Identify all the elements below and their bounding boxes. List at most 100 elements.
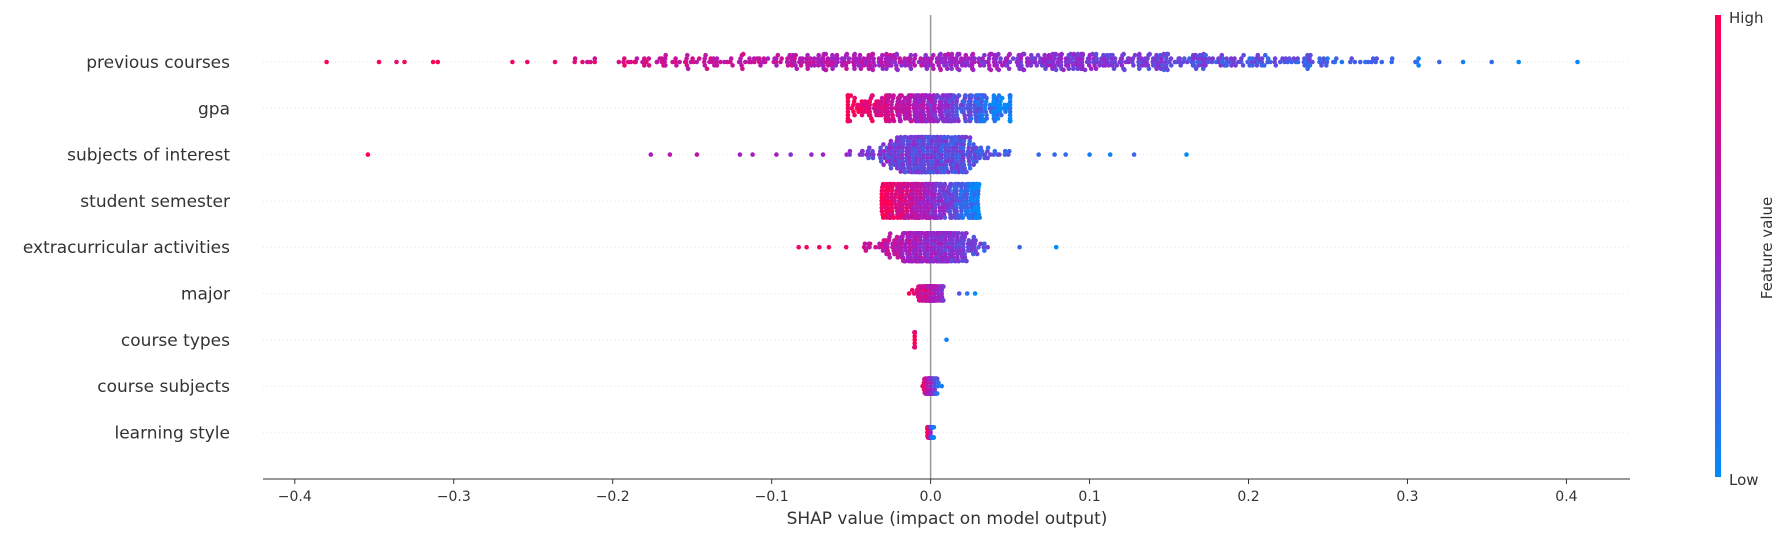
feature-label: major: [181, 285, 230, 305]
shap-dot: [1087, 152, 1092, 157]
shap-dot: [1265, 56, 1271, 61]
shap-dot: [1196, 63, 1201, 68]
shap-dot: [939, 155, 944, 161]
shap-dot: [894, 165, 900, 171]
shap-dot: [929, 109, 934, 114]
shap-dot: [1339, 59, 1345, 65]
shap-dot: [933, 142, 938, 147]
shap-dot: [967, 135, 973, 140]
shap-dot: [943, 251, 948, 257]
shap-dot: [964, 198, 969, 204]
shap-dot: [939, 234, 945, 240]
shap-dot: [975, 202, 981, 207]
shap-dot: [903, 102, 909, 108]
shap-dot: [857, 52, 863, 58]
shap-dot: [907, 138, 913, 144]
shap-dot: [871, 56, 876, 61]
shap-dot: [922, 208, 927, 214]
shap-dot: [897, 202, 902, 207]
shap-dot: [365, 152, 371, 157]
shap-dot: [921, 109, 926, 114]
shap-dot: [932, 287, 937, 293]
shap-dot: [1086, 63, 1092, 68]
shap-dot: [915, 138, 920, 144]
shap-dot: [964, 169, 969, 175]
shap-dot: [982, 248, 987, 253]
shap-dot: [954, 251, 960, 257]
shap-dot: [892, 148, 898, 154]
shap-dot: [918, 294, 923, 300]
shap-dot: [1028, 56, 1034, 61]
shap-dot: [1201, 66, 1206, 72]
shap-dot: [897, 142, 903, 147]
shap-dot: [1052, 63, 1058, 68]
shap-dot: [1112, 59, 1117, 65]
shap-dot: [1058, 59, 1064, 65]
shap-dot: [956, 67, 962, 73]
shap-dot: [820, 56, 826, 61]
shap-dot: [937, 142, 942, 147]
shap-dot: [917, 148, 923, 154]
shap-dot: [922, 205, 927, 210]
shap-dot: [900, 159, 906, 164]
feature-label: student semester: [80, 192, 230, 212]
shap-dot: [967, 165, 973, 171]
shap-dot: [885, 99, 891, 104]
shap-dot: [947, 142, 952, 147]
shap-dot: [1059, 51, 1064, 57]
shap-dot: [921, 287, 927, 293]
shap-dot: [910, 195, 915, 200]
shap-dot: [964, 258, 969, 264]
shap-dot: [843, 244, 849, 250]
shap-dot: [971, 198, 977, 204]
shap-dot: [1126, 59, 1131, 65]
shap-dot: [855, 102, 861, 108]
shap-dot: [793, 52, 798, 58]
shap-dot: [968, 152, 973, 157]
shap-dot: [1021, 51, 1027, 57]
shap-dot: [737, 152, 743, 157]
x-axis: −0.4 −0.3 −0.2 −0.1 0.0 0.1 0.2 0.3 0.4: [263, 478, 1630, 505]
shap-dot: [1168, 56, 1174, 61]
shap-dot: [1146, 66, 1152, 72]
shap-dot: [894, 162, 899, 168]
shap-dot: [1272, 56, 1278, 61]
shap-dot: [885, 191, 890, 197]
shap-dot: [1025, 56, 1030, 61]
shap-dot: [809, 152, 814, 157]
shap-dot: [1079, 59, 1085, 65]
shap-dot: [932, 387, 938, 392]
shap-dot: [899, 59, 905, 65]
shap-dot: [646, 63, 652, 68]
shap-dot: [891, 93, 896, 98]
shap-dot: [908, 52, 914, 58]
shap-dot: [950, 202, 956, 207]
shap-dot: [979, 109, 985, 114]
shap-dot: [964, 291, 970, 296]
shap-dot: [899, 152, 905, 157]
shap-dot: [926, 63, 932, 68]
shap-dot: [899, 248, 905, 253]
shap-dot: [910, 152, 915, 157]
shap-dot: [907, 99, 912, 104]
shap-dot: [943, 255, 949, 260]
shap-dot: [936, 248, 941, 253]
shap-dot: [885, 244, 890, 250]
shap-dot: [622, 63, 627, 68]
shap-dot: [939, 287, 945, 293]
shap-dot: [860, 152, 865, 157]
shap-dot: [750, 152, 755, 157]
shap-dot: [914, 244, 919, 250]
shap-dot: [889, 188, 895, 193]
shap-dot: [924, 66, 930, 72]
shap-dot: [1028, 59, 1033, 65]
shap-dot: [979, 112, 985, 118]
shap-dot: [946, 155, 952, 161]
shap-dot: [895, 255, 901, 260]
shap-dot: [1032, 59, 1038, 65]
shap-dot: [1273, 63, 1279, 68]
shap-dot: [910, 191, 916, 197]
shap-dot: [994, 102, 999, 108]
shap-dot: [430, 59, 436, 65]
shap-dot: [912, 337, 917, 343]
